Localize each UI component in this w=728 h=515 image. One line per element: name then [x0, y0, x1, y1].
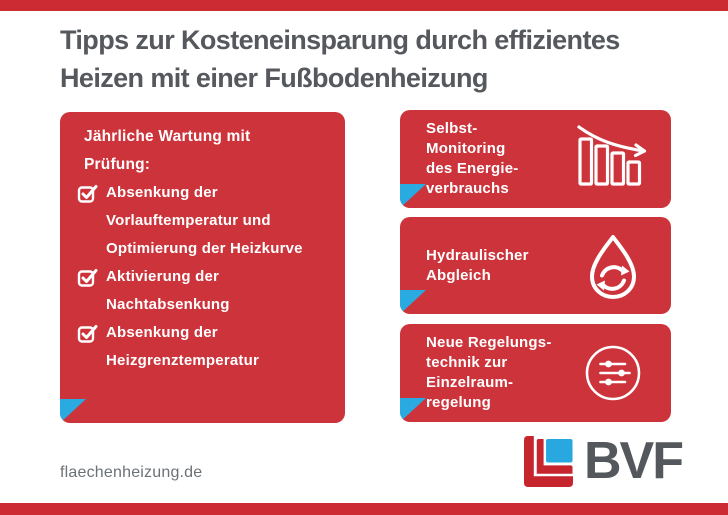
- tip-card-line: verbrauchs: [426, 180, 509, 197]
- tip-card-label: Selbst- Monitoring des Energie- verbrauc…: [400, 119, 561, 199]
- tip-card-line: regelung: [426, 394, 491, 411]
- bvf-nested-l-squares-icon: [524, 436, 573, 487]
- bvf-logo-text: BVF: [584, 432, 684, 490]
- room-control-sliders-icon: [561, 344, 671, 402]
- checklist-item-line: Nachtabsenkung: [106, 296, 230, 313]
- website-url: flaechenheizung.de: [60, 464, 203, 481]
- page-title: Tipps zur Kosteneinsparung durch effizie…: [60, 21, 700, 97]
- checklist-item-line: Vorlauftemperatur und: [106, 212, 271, 229]
- checkbox-checked-icon: [77, 183, 98, 204]
- checklist-item-line: Aktivierung der: [106, 268, 220, 285]
- tip-card-line: des Energie-: [426, 160, 519, 177]
- tip-card-hydraulic: Hydraulischer Abgleich: [400, 217, 671, 314]
- page-title-line1: Tipps zur Kosteneinsparung durch effizie…: [60, 25, 620, 55]
- tip-card-line: Einzelraum-: [426, 374, 514, 391]
- folded-corner-accent: [400, 290, 426, 314]
- tip-card-room-control: Neue Regelungs- technik zur Einzelraum- …: [400, 324, 671, 422]
- folded-corner-accent: [60, 399, 86, 423]
- tip-card-monitoring: Selbst- Monitoring des Energie- verbrauc…: [400, 110, 671, 208]
- checklist-item-line: Absenkung der: [106, 184, 218, 201]
- checklist-item-line: Heizgrenztemperatur: [106, 352, 260, 369]
- tip-card-line: Hydraulischer: [426, 246, 529, 264]
- bvf-logo: BVF: [524, 432, 684, 490]
- water-drop-cycle-icon: [561, 233, 671, 299]
- tip-card-line: technik zur: [426, 354, 508, 371]
- tip-card-line: Selbst-: [426, 120, 478, 137]
- declining-bar-chart-arrow-icon: [561, 122, 671, 196]
- tip-card-line: Neue Regelungs-: [426, 334, 552, 351]
- tip-card-label: Hydraulischer Abgleich: [400, 246, 561, 286]
- checklist-item: Absenkung der Heizgrenztemperatur: [77, 319, 327, 375]
- page-title-line2: Heizen mit einer Fußbodenheizung: [60, 63, 488, 93]
- checklist-heading-line1: Jährliche Wartung mit: [84, 128, 251, 145]
- checkbox-checked-icon: [77, 323, 98, 344]
- checklist-card: Jährliche Wartung mit Prüfung: Absenkung…: [60, 112, 345, 423]
- tip-card-label: Neue Regelungs- technik zur Einzelraum- …: [400, 333, 561, 413]
- checklist-item-line: Absenkung der: [106, 324, 218, 341]
- checklist-item: Absenkung der Vorlauftemperatur und Opti…: [77, 179, 327, 263]
- tip-card-line: Abgleich: [426, 266, 491, 284]
- tip-card-line: Monitoring: [426, 140, 506, 157]
- checklist-heading-line2: Prüfung:: [84, 156, 151, 173]
- bottom-accent-bar: [0, 503, 728, 515]
- checklist-heading: Jährliche Wartung mit Prüfung:: [84, 123, 327, 179]
- checklist-item: Aktivierung der Nachtabsenkung: [77, 263, 327, 319]
- checklist-item-line: Optimierung der Heizkurve: [106, 240, 303, 257]
- top-accent-bar: [0, 0, 728, 11]
- checkbox-checked-icon: [77, 267, 98, 288]
